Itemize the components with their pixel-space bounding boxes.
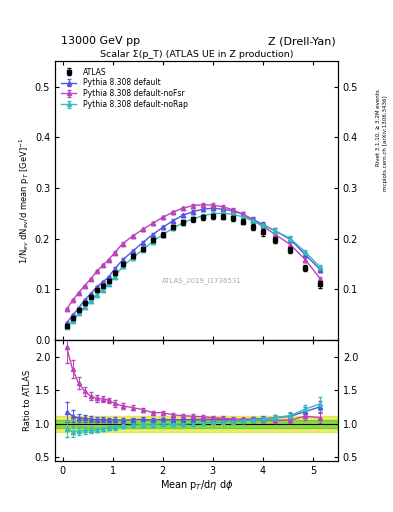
Legend: ATLAS, Pythia 8.308 default, Pythia 8.308 default-noFsr, Pythia 8.308 default-no: ATLAS, Pythia 8.308 default, Pythia 8.30… xyxy=(59,65,190,112)
Bar xyxy=(55,420,338,428)
Text: 13000 GeV pp: 13000 GeV pp xyxy=(61,36,140,46)
Y-axis label: 1/N$_{ev}$ dN$_{ev}$/d mean p$_{T}$ [GeV]$^{-1}$: 1/N$_{ev}$ dN$_{ev}$/d mean p$_{T}$ [GeV… xyxy=(18,137,32,264)
X-axis label: Mean p$_{T}$/d$\eta$ d$\phi$: Mean p$_{T}$/d$\eta$ d$\phi$ xyxy=(160,478,233,493)
Bar xyxy=(55,416,338,432)
Text: Rivet 3.1.10, ≥ 3.2M events: Rivet 3.1.10, ≥ 3.2M events xyxy=(376,90,380,166)
Text: ATLAS_2019_I1736531: ATLAS_2019_I1736531 xyxy=(162,278,242,284)
Y-axis label: Ratio to ATLAS: Ratio to ATLAS xyxy=(23,370,32,431)
Title: Scalar Σ(p_T) (ATLAS UE in Z production): Scalar Σ(p_T) (ATLAS UE in Z production) xyxy=(100,50,293,59)
Text: mcplots.cern.ch [arXiv:1306.3436]: mcplots.cern.ch [arXiv:1306.3436] xyxy=(383,96,387,191)
Text: Z (Drell-Yan): Z (Drell-Yan) xyxy=(268,36,336,46)
